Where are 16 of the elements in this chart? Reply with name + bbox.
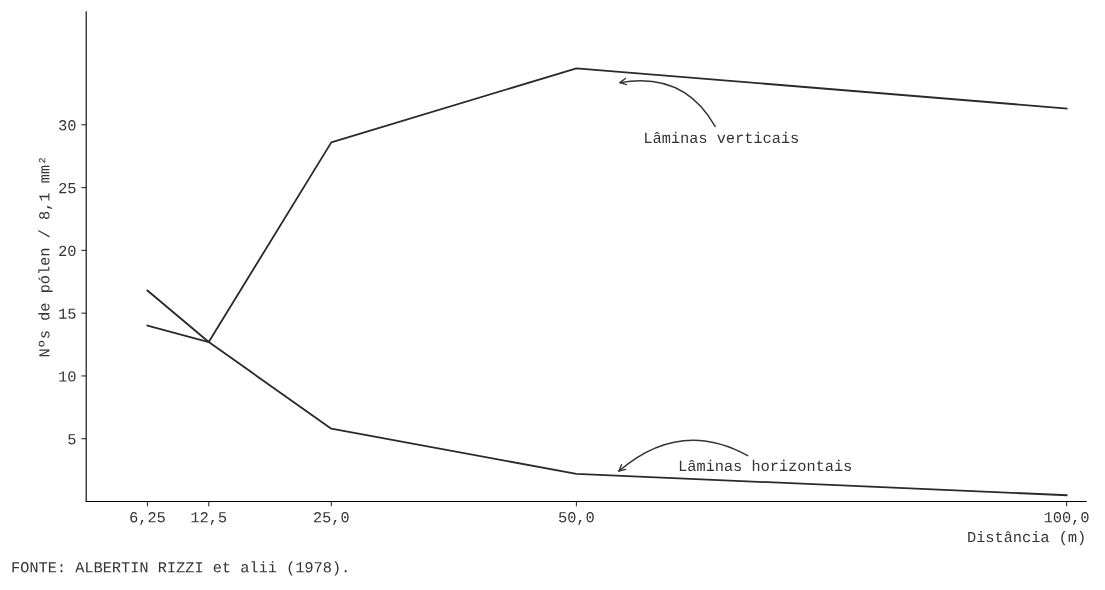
text: Lâminas verticais	[645, 131, 798, 144]
y-tick-label: 30	[59, 120, 76, 131]
y-tick-label: 15	[59, 308, 76, 319]
y-axis-title: Nºs de pólen / 8,1 mm²	[38, 158, 53, 357]
x-axis-title: Distância (m)	[968, 531, 1084, 546]
x-tick-label: 12,5	[191, 512, 227, 525]
x-tick-label: 25,0	[314, 512, 349, 525]
y-tick-label: 25	[59, 182, 76, 194]
y-tick-label: 20	[59, 245, 76, 257]
y-tick-label: 5	[68, 434, 76, 445]
x-tick-label: 100,0	[1044, 512, 1089, 525]
source-note: FONTE: ALBERTIN RIZZI et alii (1978).	[12, 561, 347, 576]
x-tick-label: 50,0	[559, 512, 594, 525]
series-label: Lâminas horizontais	[679, 459, 852, 472]
y-tick-label: 10	[59, 371, 76, 382]
x-tick-label: 6,25	[130, 512, 165, 525]
